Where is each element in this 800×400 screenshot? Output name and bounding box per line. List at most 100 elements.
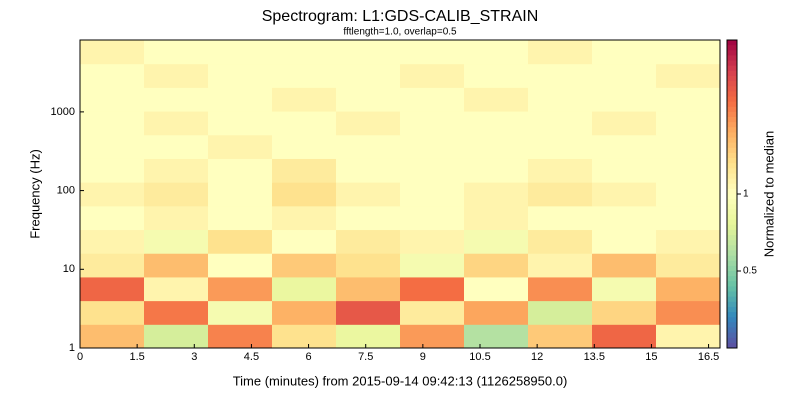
heatmap-cell (144, 205, 209, 231)
x-tick-label: 13.5 (584, 351, 605, 363)
x-tick-label: 0 (77, 351, 83, 363)
heatmap-cell (400, 182, 465, 207)
colorbar-segment (727, 55, 737, 62)
heatmap-cell (400, 134, 465, 159)
heatmap-cell (208, 205, 273, 231)
heatmap-cell (272, 158, 337, 183)
x-axis-label: Time (minutes) from 2015-09-14 09:42:13 … (233, 373, 568, 388)
heatmap-cell (464, 158, 529, 183)
heatmap-cell (656, 111, 721, 136)
heatmap-cell (464, 40, 529, 65)
heatmap-cell (336, 205, 401, 231)
colorbar-segment (727, 75, 737, 82)
x-tick-label: 4.5 (244, 351, 259, 363)
heatmap-cell (464, 300, 529, 325)
heatmap-cell (336, 300, 401, 325)
heatmap-cell (336, 87, 401, 112)
y-tick-label: 1000 (51, 106, 75, 118)
heatmap-cell (272, 40, 337, 65)
heatmap-cell (528, 182, 593, 207)
colorbar-segment (727, 265, 737, 272)
colorbar-segment (727, 291, 737, 298)
colorbar-segment (727, 158, 737, 164)
heatmap-cell (592, 134, 657, 159)
colorbar-segment (727, 70, 737, 77)
colorbar-segment (727, 224, 737, 231)
colorbar-segment (727, 168, 737, 174)
heatmap-cell (464, 87, 529, 112)
colorbar-segment (727, 245, 737, 251)
heatmap-cell (272, 253, 337, 278)
heatmap-cell (144, 63, 209, 88)
heatmap-cell (528, 158, 593, 183)
colorbar-segment (727, 312, 737, 318)
colorbar-segment (727, 91, 737, 97)
colorbar-segment (727, 45, 737, 51)
heatmap-cell (656, 63, 721, 88)
heatmap-cell (272, 182, 337, 207)
colorbar-tick-label: 0.5 (743, 266, 757, 277)
heatmap-cell (336, 276, 401, 302)
heatmap-cell (400, 324, 465, 349)
heatmap-cell (464, 182, 529, 207)
colorbar-segment (727, 50, 737, 56)
colorbar-segment (727, 250, 737, 257)
heatmap-cell (80, 134, 145, 159)
heatmap-cell (592, 182, 657, 207)
heatmap-cell (80, 87, 145, 112)
colorbar-segment (727, 214, 737, 221)
heatmap-cell (144, 324, 209, 349)
heatmap-cell (336, 253, 401, 278)
colorbar-segment (727, 342, 737, 349)
heatmap-cell (400, 63, 465, 88)
colorbar-segment (727, 322, 737, 328)
colorbar-segment (727, 271, 737, 277)
colorbar-segment (727, 173, 737, 180)
colorbar-segment (727, 40, 737, 46)
colorbar-segment (727, 101, 737, 108)
colorbar-segment (727, 142, 737, 149)
heatmap-cell (400, 111, 465, 136)
heatmap-cell (400, 40, 465, 65)
heatmap-cell (208, 253, 273, 278)
colorbar-segment (727, 286, 737, 293)
heatmap-cell (208, 158, 273, 183)
heatmap-cell (464, 63, 529, 88)
colorbar-segment (727, 163, 737, 169)
heatmap-cell (336, 63, 401, 88)
heatmap-cell (592, 276, 657, 302)
heatmap-cell (528, 40, 593, 65)
colorbar-segment (727, 106, 737, 113)
heatmap-cell (528, 87, 593, 112)
heatmap-cell (592, 205, 657, 231)
heatmap-cell (272, 205, 337, 231)
heatmap-cell (336, 324, 401, 349)
heatmap-cell (336, 182, 401, 207)
colorbar-segment (727, 117, 737, 123)
heatmap-cell (464, 324, 529, 349)
plot-frame (79, 39, 721, 349)
heatmap-cell (144, 276, 209, 302)
heatmap-cell (592, 40, 657, 65)
heatmap-cell (144, 158, 209, 183)
colorbar-segment (727, 122, 737, 128)
heatmap-cell (656, 276, 721, 302)
heatmap-cell (464, 111, 529, 136)
heatmap-cell (80, 253, 145, 278)
colorbar-segment (727, 332, 737, 339)
heatmap-cell (400, 229, 465, 254)
colorbar-segment (727, 127, 737, 133)
chart-subtitle: fftlength=1.0, overlap=0.5 (343, 27, 457, 38)
x-tick-label: 10.5 (469, 351, 490, 363)
heatmap-cell (656, 205, 721, 231)
heatmap-cell (464, 253, 529, 278)
heatmap-cell (528, 324, 593, 349)
y-tick-label: 1 (69, 342, 75, 354)
heatmap-cell (592, 158, 657, 183)
heatmap-cell (528, 134, 593, 159)
x-tick-label: 12 (531, 351, 543, 363)
heatmap-cell (208, 300, 273, 325)
heatmap-cell (528, 229, 593, 254)
colorbar-segment (727, 60, 737, 67)
